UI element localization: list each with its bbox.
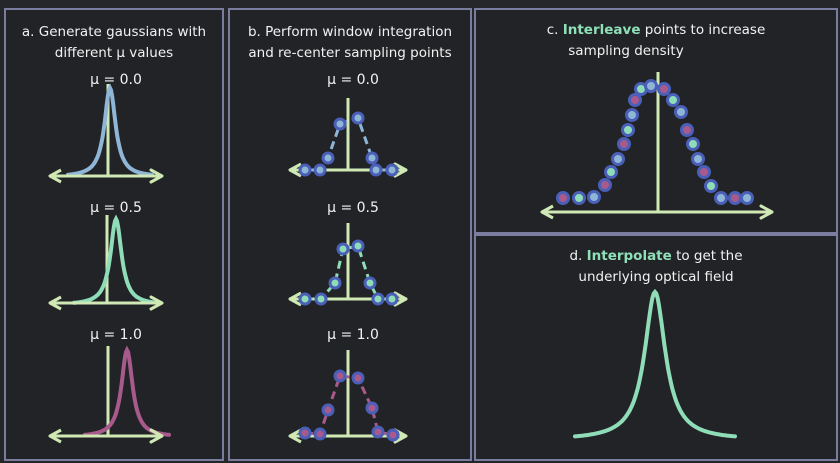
panel-a-gaussian-2 xyxy=(83,345,171,437)
panel-b-mu-label-0: μ = 0.0 xyxy=(327,72,379,88)
panel-b-sample-point-1-6 xyxy=(371,292,385,306)
panel-c-sample-point-1 xyxy=(572,191,586,205)
panel-c-sample-point-0 xyxy=(556,191,570,205)
panel-c-sample-point-11 xyxy=(644,79,658,93)
panel-c-axis-right-arrowhead xyxy=(759,204,774,220)
panel-a-axis-1-right-arrowhead xyxy=(149,295,164,311)
panel-b-sample-point-0-6 xyxy=(369,163,383,177)
panel-c-sample-point-12 xyxy=(657,82,671,96)
panel-a-title: a. Generate gaussians with different μ v… xyxy=(6,22,222,64)
panel-b-sample-point-2-1 xyxy=(313,427,327,441)
panel-c-title: c. Interleave points to increase samplin… xyxy=(476,20,836,62)
panel-d-rest: to get the xyxy=(671,248,743,264)
panel-c-sample-point-13 xyxy=(666,93,680,107)
panel-b-sample-point-0-4 xyxy=(351,111,365,125)
panel-b-sample-point-1-2 xyxy=(328,276,342,290)
panel-c: c. Interleave points to increase samplin… xyxy=(474,8,838,234)
panel-a-axis-0-right-arrowhead xyxy=(149,168,164,184)
panel-b-title-line2: and re-center sampling points xyxy=(248,45,452,61)
panel-c-title-line2: sampling density xyxy=(568,43,684,59)
panel-c-sample-point-14 xyxy=(674,105,688,119)
panel-a-axis-2-right-arrowhead xyxy=(149,428,164,444)
panel-b-sample-point-1-0 xyxy=(298,292,312,306)
panel-a-title-line1: a. Generate gaussians with xyxy=(21,24,207,40)
panel-a-mu-label-0: μ = 0.0 xyxy=(90,72,142,88)
panel-a-title-line2: different μ values xyxy=(54,45,174,61)
panel-c-sample-point-18 xyxy=(697,165,711,179)
panel-d-highlight: Interpolate xyxy=(586,248,672,264)
panel-b-sample-point-2-5 xyxy=(365,401,379,415)
panel-a-mu-label-1: μ = 0.5 xyxy=(90,200,142,216)
panel-c-sample-point-5 xyxy=(611,152,625,166)
panel-a-gaussian-0 xyxy=(66,83,154,177)
panel-c-sample-point-19 xyxy=(704,179,718,193)
panel-d-prefix: d. xyxy=(569,248,587,264)
panel-c-rest: points to increase xyxy=(640,22,766,38)
panel-c-sample-point-17 xyxy=(691,152,705,166)
panel-c-sample-point-4 xyxy=(604,165,618,179)
panel-b-sample-point-0-5 xyxy=(365,151,379,165)
panel-c-sample-point-20 xyxy=(714,191,728,205)
panel-a-gaussian-1 xyxy=(72,214,160,305)
panel-c-sample-point-7 xyxy=(621,123,635,137)
panel-b-title: b. Perform window integration and re-cen… xyxy=(230,22,470,64)
panel-c-sample-point-2 xyxy=(587,190,601,204)
panel-d: d. Interpolate to get the underlying opt… xyxy=(474,234,838,461)
panel-a-axis-1-left-arrowhead xyxy=(48,295,62,311)
panel-c-sample-point-22 xyxy=(740,191,754,205)
panel-b: b. Perform window integration and re-cen… xyxy=(228,8,472,461)
panel-b-sample-point-1-7 xyxy=(385,292,399,306)
panel-c-sample-point-8 xyxy=(625,108,639,122)
panel-c-sample-point-3 xyxy=(598,178,612,192)
panel-d-title-line2: underlying optical field xyxy=(578,269,734,285)
panel-b-sample-point-2-3 xyxy=(333,369,347,383)
panel-a: a. Generate gaussians with different μ v… xyxy=(4,8,224,461)
panel-a-mu-label-2: μ = 1.0 xyxy=(90,327,142,343)
panel-b-sample-point-2-4 xyxy=(351,371,365,385)
panel-a-axis-0-left-arrowhead xyxy=(48,168,62,184)
panel-c-sample-point-15 xyxy=(680,123,694,137)
panel-b-mu-label-1: μ = 0.5 xyxy=(327,200,379,216)
panel-c-sample-point-6 xyxy=(617,137,631,151)
panel-b-sample-point-2-0 xyxy=(298,426,312,440)
panel-b-sample-point-0-2 xyxy=(321,151,335,165)
panel-b-axis-0-right-arrowhead xyxy=(393,162,408,178)
panel-c-prefix: c. xyxy=(546,22,563,38)
panel-d-title-line1: d. Interpolate to get the xyxy=(476,246,836,267)
panel-c-highlight: Interleave xyxy=(562,22,641,38)
panel-d-title: d. Interpolate to get the underlying opt… xyxy=(476,246,836,288)
panel-b-sample-point-1-4 xyxy=(351,239,365,253)
panel-c-sample-point-9 xyxy=(628,93,642,107)
panel-b-sample-point-0-1 xyxy=(313,163,327,177)
panel-b-title-line1: b. Perform window integration xyxy=(247,24,453,40)
panel-b-sample-point-2-6 xyxy=(371,425,385,439)
panel-c-sample-point-21 xyxy=(728,191,742,205)
panel-b-sample-point-2-2 xyxy=(321,403,335,417)
panel-d-interpolated-curve xyxy=(573,288,737,439)
panel-b-sample-point-1-1 xyxy=(314,292,328,306)
panel-b-sample-point-0-7 xyxy=(385,163,399,177)
panel-b-sample-point-1-3 xyxy=(336,242,350,256)
panel-c-title-line1: c. Interleave points to increase xyxy=(476,20,836,41)
panel-b-sample-point-0-3 xyxy=(333,117,347,131)
panel-b-axis-2-left-arrowhead xyxy=(288,428,302,444)
panel-b-mu-label-2: μ = 1.0 xyxy=(327,327,379,343)
panel-b-axis-0-left-arrowhead xyxy=(288,162,302,178)
panel-c-sample-point-16 xyxy=(686,137,700,151)
panel-b-sample-point-0-0 xyxy=(298,163,312,177)
panel-b-sample-point-1-5 xyxy=(363,276,377,290)
panel-b-sample-point-2-7 xyxy=(386,428,400,442)
panel-c-axis-left-arrowhead xyxy=(540,204,554,220)
panel-a-axis-2-left-arrowhead xyxy=(48,428,62,444)
panel-b-axis-1-left-arrowhead xyxy=(288,291,302,307)
panel-b-axis-1-right-arrowhead xyxy=(393,291,408,307)
